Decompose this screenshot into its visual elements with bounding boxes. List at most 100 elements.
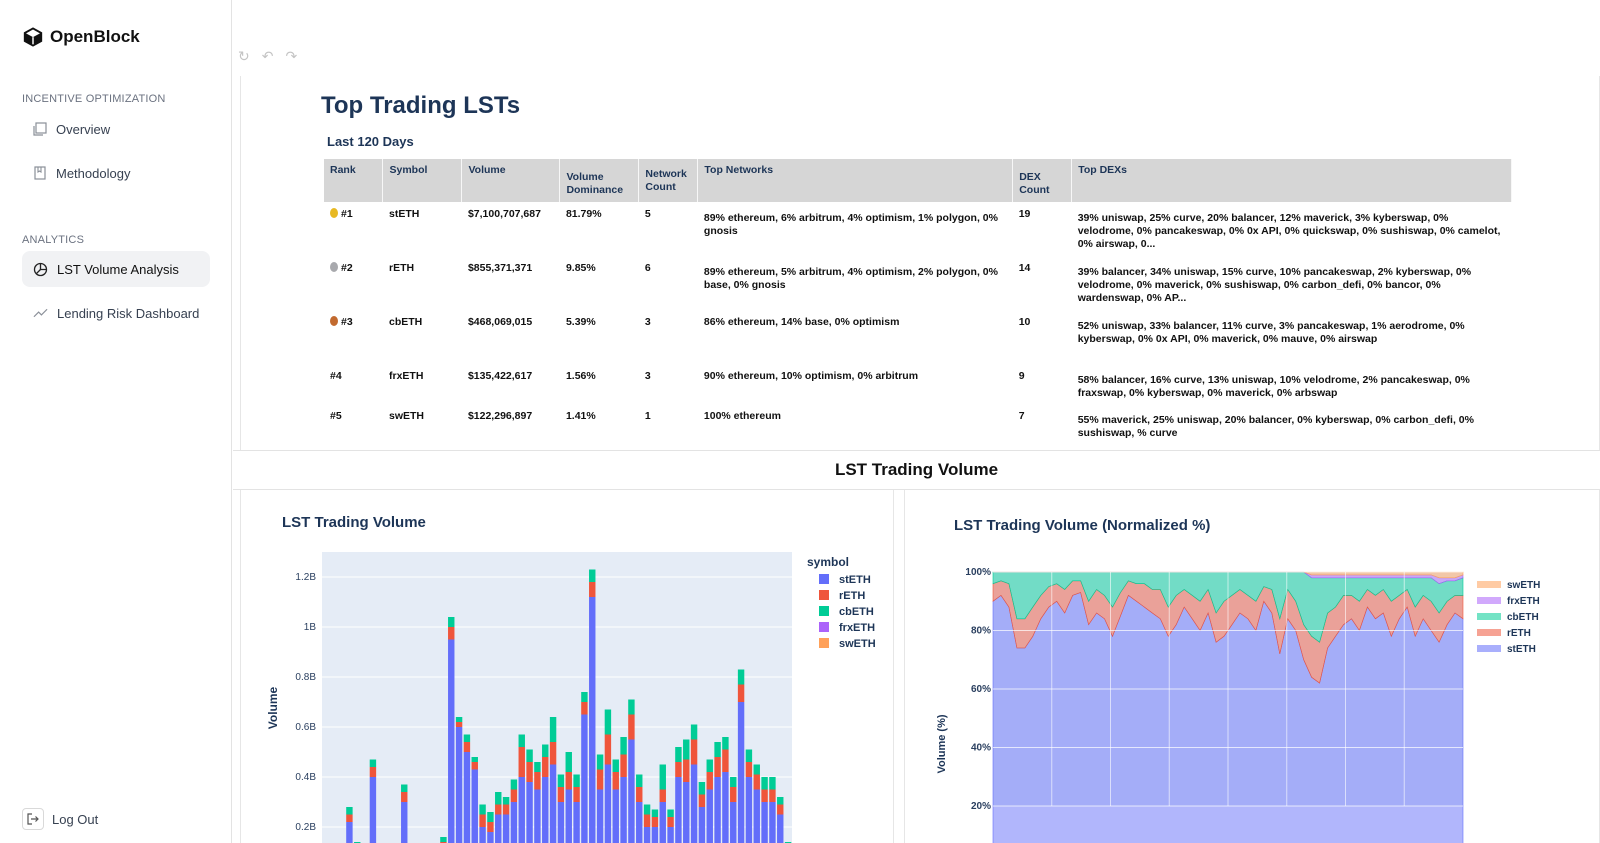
logout-icon (22, 808, 44, 830)
dex-count-cell: 9 (1018, 370, 1025, 382)
nav-section-incentive: INCENTIVE OPTIMIZATION (22, 93, 166, 105)
volume-cell: $135,422,617 (467, 370, 533, 382)
bar-segment-cbETH (628, 699, 635, 715)
bar-segment-stETH (722, 772, 729, 843)
bar-segment-stETH (369, 777, 377, 843)
bar-segment-rETH (628, 714, 635, 740)
bar-segment-cbETH (769, 777, 776, 790)
legend-swatch (1477, 581, 1501, 588)
bar-segment-stETH (753, 789, 760, 843)
bar-segment-stETH (589, 597, 596, 843)
bar-segment-rETH (690, 739, 698, 765)
bar-segment-cbETH (706, 759, 713, 772)
bar-segment-stETH (698, 807, 706, 843)
trend-line-icon (33, 308, 48, 318)
col-dex-count[interactable]: DEX Count (1012, 159, 1073, 202)
bar-segment-stETH (612, 789, 619, 843)
bar-segment-cbETH (573, 774, 580, 787)
sidebar-item-lst-volume-analysis[interactable]: LST Volume Analysis (22, 251, 210, 287)
legend-label: rETH (1507, 628, 1531, 639)
bar-segment-cbETH (495, 792, 502, 805)
book-icon (34, 166, 46, 180)
bar-segment-stETH (534, 789, 541, 843)
network-count-cell: 6 (644, 262, 651, 274)
col-top-networks[interactable]: Top Networks (697, 159, 1014, 202)
top-networks-cell: 89% ethereum, 6% arbitrum, 4% optimism, … (703, 212, 998, 237)
dex-count-cell: 14 (1018, 262, 1031, 274)
bar-segment-stETH (659, 802, 666, 843)
col-rank[interactable]: Rank (324, 159, 384, 202)
bar-segment-rETH (667, 817, 674, 827)
sidebar-item-label: Methodology (56, 165, 131, 181)
symbol-cell: cbETH (388, 316, 423, 328)
bar-segment-cbETH (753, 764, 760, 775)
reload-icon[interactable]: ↻ (238, 48, 250, 64)
col-symbol[interactable]: Symbol (382, 159, 463, 202)
bar-segment-stETH (542, 777, 549, 843)
bar-segment-stETH (596, 789, 604, 843)
bar-segment-stETH (479, 827, 486, 843)
bar-segment-stETH (549, 764, 557, 843)
bar-segment-stETH (737, 702, 745, 843)
bar-segment-cbETH (730, 777, 737, 787)
bronze-medal-icon (330, 316, 338, 326)
app-logo[interactable]: OpenBlock (22, 26, 140, 48)
bar-segment-rETH (683, 759, 690, 782)
bar-segment-cbETH (698, 782, 706, 795)
logout-button[interactable]: Log Out (22, 808, 98, 830)
bar-segment-stETH (636, 802, 643, 843)
rank-cell: #3 (324, 310, 383, 364)
bar-segment-rETH (636, 787, 643, 802)
bar-segment-stETH (573, 802, 580, 843)
sidebar-item-overview[interactable]: Overview (22, 111, 210, 147)
bar-segment-stETH (651, 827, 659, 843)
legend-label: stETH (1507, 644, 1536, 655)
col-volume[interactable]: Volume (461, 159, 561, 202)
bar-segment-cbETH (565, 752, 572, 772)
bar-segment-cbETH (612, 759, 619, 772)
legend-swatch (1477, 613, 1501, 620)
bar-segment-rETH (526, 762, 533, 782)
legend-swatch (819, 622, 829, 632)
col-top-dexs[interactable]: Top DEXs (1071, 159, 1512, 202)
undo-icon[interactable]: ↶ (261, 48, 274, 64)
col-network-count[interactable]: Network Count (638, 159, 699, 202)
top-trading-panel: Top Trading LSTs Last 120 Days Rank Symb… (240, 76, 1600, 458)
square-stack-icon (33, 122, 47, 136)
bar-segment-stETH (565, 789, 572, 843)
table-subtitle: Last 120 Days (327, 134, 414, 149)
dominance-cell: 9.85% (565, 262, 596, 274)
bar-segment-stETH (471, 769, 478, 843)
volume-cell: $122,296,897 (467, 410, 533, 422)
col-dominance[interactable]: Volume Dominance (559, 159, 640, 202)
bar-segment-stETH (745, 777, 753, 843)
y-tick-label: 0.2B (295, 822, 316, 833)
bar-segment-stETH (455, 727, 463, 843)
bar-segment-rETH (643, 814, 651, 827)
sidebar: OpenBlock INCENTIVE OPTIMIZATION Overvie… (0, 0, 232, 843)
bar-segment-cbETH (667, 809, 674, 817)
bar-segment-cbETH (463, 734, 471, 742)
bar-segment-cbETH (651, 809, 659, 817)
bar-segment-cbETH (369, 759, 377, 767)
sidebar-item-methodology[interactable]: Methodology (22, 155, 210, 191)
table-row: #4 frxETH $135,422,617 1.56% 3 90% ether… (324, 364, 1512, 404)
bar-segment-stETH (526, 782, 533, 843)
bar-segment-cbETH (596, 754, 604, 770)
bar-segment-cbETH (542, 744, 549, 757)
rank-value: #1 (341, 208, 353, 220)
volume-chart-title: LST Trading Volume (282, 514, 426, 531)
top-networks-cell: 100% ethereum (703, 410, 781, 422)
bar-segment-stETH (730, 802, 737, 843)
redo-icon[interactable]: ↷ (285, 48, 298, 64)
network-count-cell: 1 (644, 410, 651, 422)
bar-segment-cbETH (510, 779, 518, 790)
bar-segment-rETH (479, 814, 486, 827)
rank-cell: #1 (324, 202, 383, 256)
sidebar-item-lending-risk-dashboard[interactable]: Lending Risk Dashboard (22, 295, 210, 331)
bar-segment-rETH (714, 757, 721, 777)
bar-segment-rETH (487, 822, 494, 832)
bar-segment-rETH (737, 684, 745, 702)
bar-segment-rETH (542, 757, 549, 777)
top-networks-cell: 90% ethereum, 10% optimism, 0% arbitrum (703, 370, 919, 382)
